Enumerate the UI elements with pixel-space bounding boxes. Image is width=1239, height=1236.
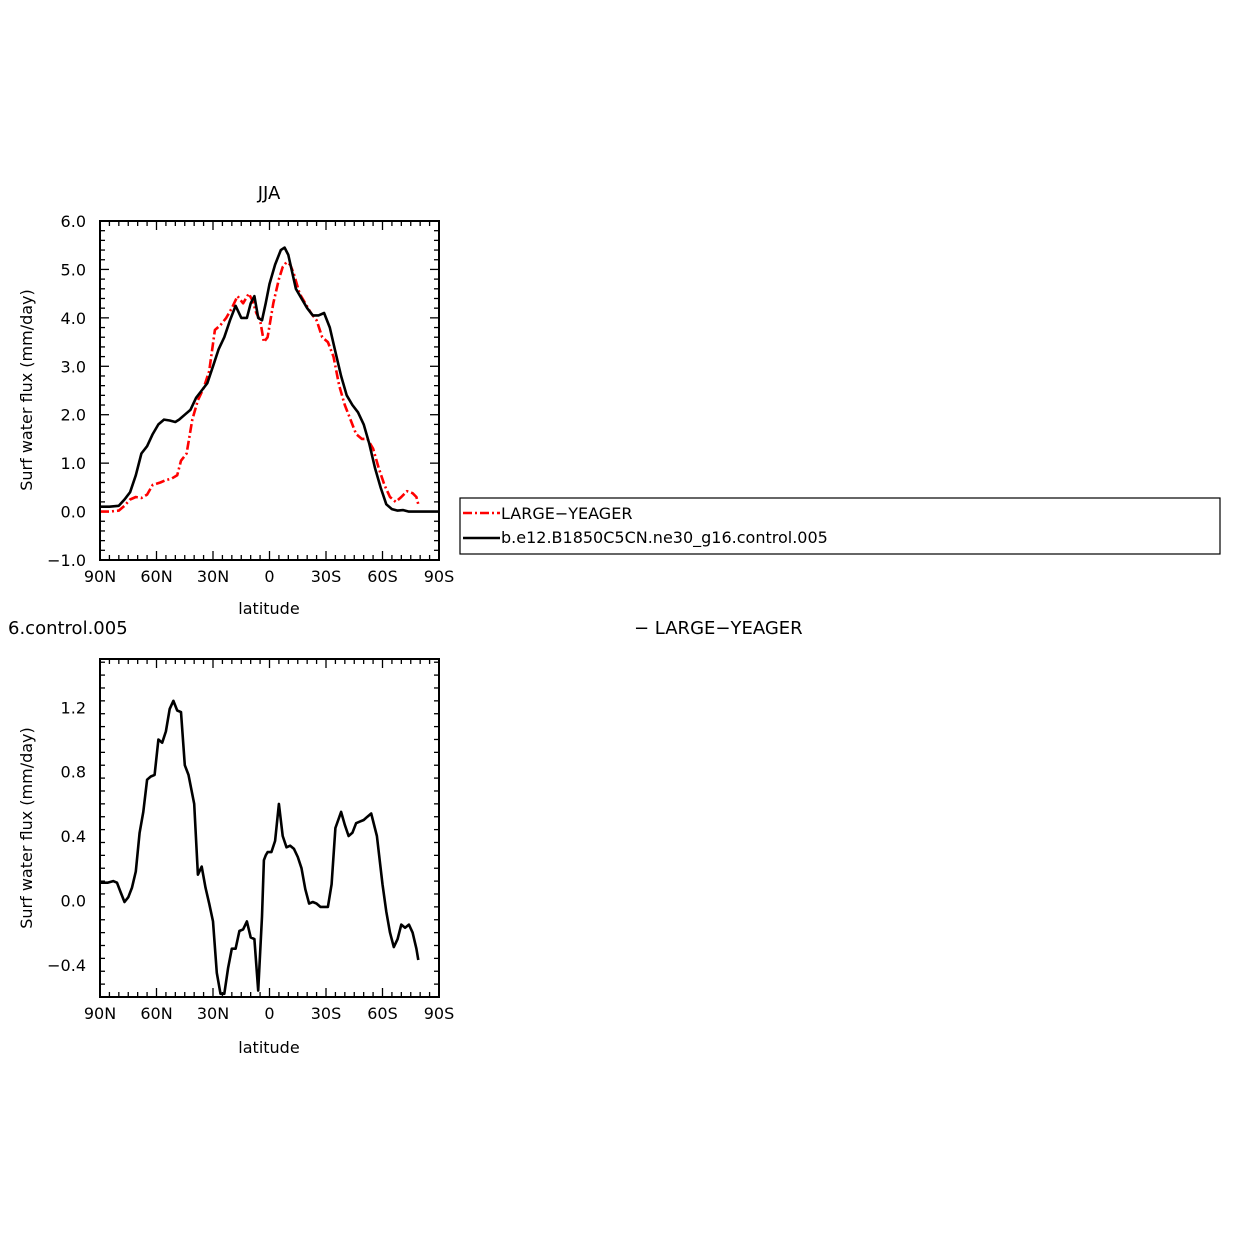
x-tick-label: 60S	[367, 567, 398, 586]
bottom-panel: 6.control.005 − LARGE−YEAGER Surf water …	[8, 618, 803, 1057]
y-tick-label: 1.0	[61, 454, 86, 473]
bottom-panel-ticks: 90N 60N 30N 0 30S 60S 90S 1.2 0.8 0.4 0.0 −0.4	[47, 659, 454, 1023]
bottom-panel-left-title: 6.control.005	[8, 618, 128, 639]
top-panel-xlabel: latitude	[238, 599, 299, 618]
y-tick-label: 0.0	[61, 891, 86, 910]
x-tick-label: 90S	[424, 567, 455, 586]
top-panel-title: JJA	[257, 183, 281, 204]
legend-box	[459, 497, 1221, 555]
x-tick-label: 30S	[311, 1004, 342, 1023]
series-line-1	[100, 699, 420, 996]
y-tick-label: 1.2	[61, 698, 86, 717]
bottom-panel-frame	[99, 658, 440, 998]
y-tick-label: 5.0	[61, 260, 86, 279]
y-tick-label: 6.0	[61, 212, 86, 231]
x-tick-label: 30N	[197, 1004, 229, 1023]
y-tick-label: 0.4	[61, 827, 86, 846]
x-tick-label: 90S	[424, 1004, 455, 1023]
top-panel: JJA Surf water flux (mm/day) latitude 90…	[17, 183, 454, 618]
bottom-panel-xlabel: latitude	[238, 1038, 299, 1057]
x-tick-label: 0	[264, 1004, 274, 1023]
y-tick-label: 4.0	[61, 309, 86, 328]
top-panel-series	[100, 246, 439, 513]
y-tick-label: −1.0	[47, 551, 86, 570]
y-tick-label: 2.0	[61, 406, 86, 425]
y-tick-label: 0.8	[61, 763, 86, 782]
legend-label-large-yeager: LARGE−YEAGER	[501, 504, 632, 523]
x-tick-label: 60S	[367, 1004, 398, 1023]
x-tick-label: 60N	[140, 1004, 172, 1023]
x-tick-label: 90N	[84, 1004, 116, 1023]
x-tick-label: 90N	[84, 567, 116, 586]
legend: LARGE−YEAGER b.e12.B1850C5CN.ne30_g16.co…	[459, 497, 1221, 555]
x-tick-label: 30N	[197, 567, 229, 586]
top-panel-ylabel: Surf water flux (mm/day)	[17, 289, 36, 491]
legend-label-control: b.e12.B1850C5CN.ne30_g16.control.005	[501, 528, 828, 548]
bottom-panel-series	[100, 699, 420, 996]
x-tick-label: 0	[264, 567, 274, 586]
top-panel-ticks: 90N 60N 30N 0 30S 60S 90S 6.0 5.0 4.0 3.0 2.0 1.0 0.0…	[47, 212, 454, 586]
series-line-2	[100, 246, 439, 513]
top-panel-frame	[99, 220, 440, 561]
x-tick-label: 60N	[140, 567, 172, 586]
y-tick-label: 3.0	[61, 357, 86, 376]
series-line-1	[100, 260, 420, 513]
y-tick-label: −0.4	[47, 956, 86, 975]
y-tick-label: 0.0	[61, 503, 86, 522]
x-tick-label: 30S	[311, 567, 342, 586]
bottom-panel-ylabel: Surf water flux (mm/day)	[17, 727, 36, 929]
bottom-panel-right-title: − LARGE−YEAGER	[634, 618, 803, 639]
